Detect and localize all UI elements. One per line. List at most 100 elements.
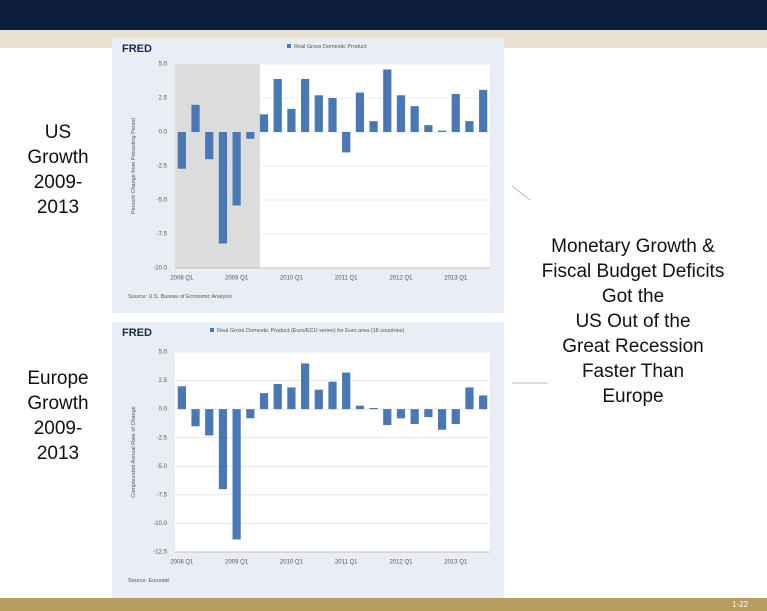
bar (314, 389, 323, 410)
source: Source: U.S. Bureau of Economic Analysis (128, 294, 232, 300)
arrow (511, 185, 531, 201)
bar (232, 409, 241, 540)
bar (465, 387, 474, 410)
bar (355, 92, 364, 132)
legend-swatch (210, 328, 214, 332)
bar (232, 132, 241, 206)
y-tick-label: -2.5 (157, 435, 168, 441)
bar (410, 106, 419, 132)
bar (451, 409, 460, 424)
bar (273, 384, 282, 410)
bar (479, 89, 488, 132)
legend-label: Real Gross Domestic Product (294, 44, 367, 50)
y-tick-label: 2.5 (159, 378, 168, 384)
page-number: 1-22 (732, 600, 749, 609)
bar (396, 95, 406, 132)
y-tick-label: -7.5 (157, 232, 168, 238)
bar (205, 132, 214, 160)
y-tick-label: 0.0 (159, 407, 168, 413)
header-bar (0, 0, 767, 30)
bar (369, 121, 378, 132)
x-tick-label: 2013 Q1 (444, 276, 468, 282)
bar (410, 409, 419, 424)
bar (451, 93, 460, 132)
legend-label: Real Gross Domestic Product (Euro/ECU se… (217, 328, 405, 334)
brand: FRED (122, 327, 152, 339)
bar (259, 393, 269, 410)
bar (273, 78, 282, 132)
bar (191, 409, 200, 427)
bar (396, 409, 406, 419)
bar (205, 409, 214, 436)
bar (369, 408, 378, 410)
x-tick-label: 2011 Q1 (335, 276, 358, 282)
bar (287, 387, 296, 410)
bar (246, 132, 255, 139)
bar (177, 386, 186, 410)
y-tick-label: -10.0 (153, 266, 167, 272)
bar (342, 372, 351, 410)
x-tick-label: 2011 Q1 (335, 560, 358, 566)
brand: FRED (122, 43, 152, 55)
bar (287, 108, 296, 132)
side-label: Growth (27, 147, 88, 168)
x-tick-label: 2012 Q1 (389, 560, 413, 566)
bar (355, 405, 364, 410)
x-tick-label: 2008 Q1 (170, 276, 194, 282)
message-line: Monetary Growth & (551, 236, 715, 257)
bar (191, 104, 200, 132)
bar (301, 78, 310, 132)
bar (328, 98, 337, 132)
message-line: Great Recession (562, 336, 704, 357)
x-tick-label: 2009 Q1 (225, 560, 249, 566)
y-tick-label: 5.0 (159, 62, 168, 68)
y-tick-label: 5.0 (159, 350, 168, 356)
message-line: Europe (602, 386, 663, 407)
x-tick-label: 2012 Q1 (389, 276, 413, 282)
y-axis-label: Compounded Annual Rate of Change (131, 406, 137, 497)
bar (437, 409, 447, 430)
y-axis-label: Percent Change from Preceding Period (131, 118, 137, 214)
y-tick-label: -10.0 (153, 521, 167, 527)
y-tick-label: 2.5 (159, 96, 168, 102)
bar (383, 409, 392, 426)
side-label: Europe (27, 368, 88, 389)
y-tick-label: -7.5 (157, 492, 168, 498)
side-label: 2013 (37, 443, 79, 464)
y-tick-label: -5.0 (157, 198, 168, 204)
bar (437, 130, 447, 132)
bar (177, 132, 186, 169)
x-tick-label: 2013 Q1 (444, 560, 468, 566)
bar (246, 409, 255, 419)
bar (259, 114, 269, 132)
source: Source: Eurostat (128, 578, 169, 584)
bar (424, 409, 433, 418)
y-tick-label: -2.5 (157, 164, 168, 170)
side-label: US (45, 122, 71, 143)
bar (383, 69, 392, 132)
x-tick-label: 2009 Q1 (225, 276, 249, 282)
x-tick-label: 2010 Q1 (280, 276, 304, 282)
y-tick-label: 0.0 (159, 130, 168, 136)
bar (465, 121, 474, 132)
bar (342, 132, 351, 153)
bar (424, 125, 433, 132)
bar (479, 395, 488, 410)
side-label: 2009- (34, 172, 83, 193)
y-tick-label: -5.0 (157, 464, 168, 470)
footer-bar (0, 598, 767, 611)
side-label: 2013 (37, 197, 79, 218)
y-tick-label: -12.5 (153, 550, 167, 556)
x-tick-label: 2008 Q1 (170, 560, 194, 566)
bar (218, 132, 228, 244)
side-label: 2009- (34, 418, 83, 439)
bar (314, 95, 323, 132)
bar (301, 363, 310, 410)
side-label: Growth (27, 393, 88, 414)
message-line: Fiscal Budget Deficits (542, 261, 725, 282)
bar (218, 409, 228, 490)
message-line: Got the (602, 286, 664, 307)
x-tick-label: 2010 Q1 (280, 560, 304, 566)
message-line: US Out of the (575, 311, 690, 332)
